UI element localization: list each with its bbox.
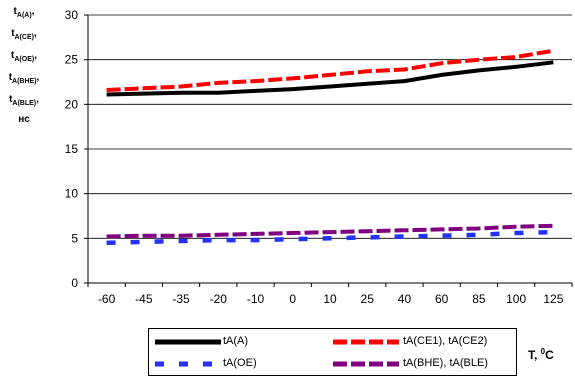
legend-swatch-a xyxy=(155,339,221,345)
series-line-2 xyxy=(106,229,554,246)
legend-item-bhe: tA(BHE), tA(BLE) xyxy=(333,354,513,374)
legend-label-bhe: tA(BHE), tA(BLE) xyxy=(403,357,488,369)
y-tick-label-20: 20 xyxy=(65,97,79,111)
series-line-1 xyxy=(106,48,554,92)
y-axis-label-separator-0: , xyxy=(31,6,35,17)
x-tick-label-1: -45 xyxy=(135,292,153,306)
y-axis-label-unit: нс xyxy=(18,114,30,125)
legend-label-ce: tA(CE1), tA(CE2) xyxy=(403,335,488,347)
y-axis-label-base-3: t xyxy=(8,72,13,83)
x-tick-label-12: 125 xyxy=(543,292,563,306)
x-tick-label-7: 25 xyxy=(361,292,375,306)
y-axis-label-subscript-4: A(BLE) xyxy=(12,100,37,107)
series-line-0 xyxy=(106,60,554,97)
y-axis-label-base-4: t xyxy=(9,94,13,105)
y-axis-label-separator-2: , xyxy=(34,50,37,61)
x-tick-label-11: 100 xyxy=(506,292,526,306)
y-tick-label-10: 10 xyxy=(65,187,79,201)
x-tick-label-0: -60 xyxy=(98,292,116,306)
y-axis-label-subscript-1: A(CE) xyxy=(14,34,34,41)
x-axis-label-degree: 0 xyxy=(540,347,546,356)
x-tick-label-9: 60 xyxy=(435,292,449,306)
series-line-3 xyxy=(106,223,554,239)
y-axis-label-separator-3: , xyxy=(36,72,40,83)
y-axis-label-line-0: tA(A), xyxy=(0,6,48,19)
y-tick-label-25: 25 xyxy=(65,53,79,67)
y-axis-label-line-3: tA(BHE), xyxy=(0,72,48,85)
y-axis-label-base-2: t xyxy=(11,50,15,61)
x-tick-label-5: 0 xyxy=(289,292,296,306)
x-tick-label-2: -35 xyxy=(172,292,190,306)
y-axis-label-line-2: tA(OE), xyxy=(0,50,48,63)
legend-swatch-bhe xyxy=(333,361,399,367)
x-tick-label-4: -10 xyxy=(247,292,265,306)
legend-item-a: tA(A) xyxy=(155,332,335,352)
y-tick-label-15: 15 xyxy=(65,142,79,156)
y-axis-label-line-1: tA(CE), xyxy=(0,28,48,41)
x-tick-label-3: -20 xyxy=(210,292,228,306)
y-tick-label-0: 0 xyxy=(71,276,78,290)
y-axis-label-separator-4: , xyxy=(36,94,39,105)
x-axis-label-unit: C xyxy=(545,348,554,362)
y-axis-label-line-4: tA(BLE), xyxy=(0,94,48,107)
y-tick-label-5: 5 xyxy=(71,231,78,245)
x-tick-label-8: 40 xyxy=(398,292,412,306)
legend-swatch-oe xyxy=(155,361,221,367)
y-axis-label-base-0: t xyxy=(13,6,17,17)
legend-swatch-ce xyxy=(333,339,399,345)
x-axis-label: T, 0C xyxy=(528,347,554,362)
legend-item-ce: tA(CE1), tA(CE2) xyxy=(333,332,513,352)
legend-label-a: tA(A) xyxy=(223,335,249,347)
legend: tA(A) tA(CE1), tA(CE2) tA(OE) tA(BHE), t… xyxy=(148,328,517,376)
y-axis-label-subscript-3: A(BHE) xyxy=(12,78,37,85)
y-tick-label-30: 30 xyxy=(65,8,79,22)
y-axis-label-subscript-2: A(OE) xyxy=(14,56,35,63)
x-tick-label-6: 10 xyxy=(323,292,337,306)
x-tick-label-10: 85 xyxy=(472,292,486,306)
y-axis-label-separator-1: , xyxy=(34,28,37,39)
x-axis-label-base: T, xyxy=(528,348,541,362)
legend-label-oe: tA(OE) xyxy=(223,357,257,369)
y-axis-label-base-1: t xyxy=(11,28,15,39)
y-axis-label-subscript-0: A(A) xyxy=(16,12,32,19)
legend-item-oe: tA(OE) xyxy=(155,354,335,374)
